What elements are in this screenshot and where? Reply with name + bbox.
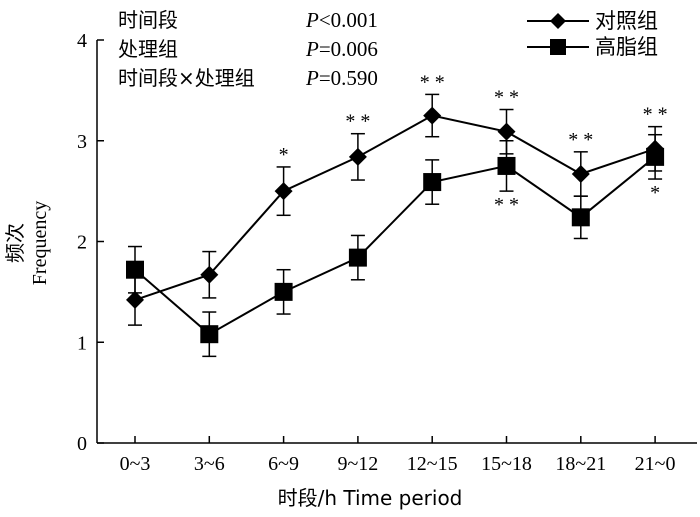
data-point-diamond bbox=[274, 182, 293, 201]
significance-markers: * * * * * * * * * * * * * * bbox=[279, 71, 668, 216]
data-point-square bbox=[646, 147, 665, 166]
data-point-diamond bbox=[497, 122, 516, 141]
y-axis-ticks: 0 1 2 3 4 bbox=[77, 30, 104, 455]
stat-label: 时间段×处理组 bbox=[118, 66, 255, 90]
series-line bbox=[134, 114, 656, 301]
x-tick-label: 9~12 bbox=[337, 453, 378, 475]
data-point-square bbox=[348, 248, 367, 267]
stat-p-value: P<0.001 bbox=[305, 8, 378, 32]
series-line bbox=[134, 156, 656, 336]
y-tick-label: 2 bbox=[77, 232, 87, 254]
legend-label: 对照组 bbox=[595, 9, 658, 33]
stat-p-value: P=0.590 bbox=[305, 66, 378, 90]
diamond-marker-icon bbox=[550, 13, 566, 29]
y-axis-label-english: Frequency bbox=[29, 201, 51, 285]
x-tick-label: 0~3 bbox=[120, 453, 151, 475]
stat-row-interaction: 时间段×处理组 P=0.590 bbox=[118, 66, 378, 90]
x-tick-label: 6~9 bbox=[268, 453, 299, 475]
data-point-diamond bbox=[348, 147, 367, 166]
stat-p-value: P=0.006 bbox=[305, 37, 378, 61]
significance-marker-control: * * bbox=[494, 87, 519, 109]
significance-marker-control: * bbox=[279, 144, 289, 166]
y-axis-label-chinese: 频次 bbox=[3, 223, 27, 263]
significance-marker-control: * * bbox=[420, 71, 445, 93]
x-axis-label: 时段/h Time period bbox=[278, 486, 463, 510]
legend-item-control: 对照组 bbox=[527, 9, 658, 33]
x-tick-label: 21~0 bbox=[635, 453, 676, 475]
statistics-annotations: 时间段 P<0.001 处理组 P=0.006 时间段×处理组 P=0.590 bbox=[118, 8, 378, 90]
x-tick-label: 18~21 bbox=[555, 453, 606, 475]
square-marker-icon bbox=[550, 39, 566, 55]
axes bbox=[96, 40, 697, 444]
y-tick-label: 0 bbox=[77, 433, 87, 455]
data-point-square bbox=[497, 156, 516, 175]
legend: 对照组 高脂组 bbox=[527, 9, 658, 59]
y-tick-label: 4 bbox=[77, 30, 87, 52]
data-point-square bbox=[571, 208, 590, 227]
significance-marker-control: * * bbox=[345, 111, 370, 133]
data-point-diamond bbox=[423, 106, 442, 125]
x-tick-label: 15~18 bbox=[481, 453, 532, 475]
data-point-square bbox=[126, 260, 144, 279]
significance-marker-highfat: * * bbox=[494, 194, 519, 216]
stat-row-time: 时间段 P<0.001 bbox=[118, 8, 378, 32]
series-layer bbox=[126, 93, 665, 358]
data-point-square bbox=[274, 282, 293, 301]
x-tick-label: 3~6 bbox=[194, 453, 225, 475]
significance-marker-control: * * bbox=[568, 129, 593, 151]
stat-label: 处理组 bbox=[118, 37, 178, 61]
data-point-diamond bbox=[126, 290, 144, 309]
stat-row-treatment: 处理组 P=0.006 bbox=[118, 37, 378, 61]
legend-item-highfat: 高脂组 bbox=[527, 35, 658, 59]
data-point-diamond bbox=[200, 265, 219, 284]
stat-label: 时间段 bbox=[118, 8, 178, 32]
data-point-diamond bbox=[571, 164, 590, 183]
legend-label: 高脂组 bbox=[595, 35, 658, 59]
series-highfat bbox=[126, 133, 665, 358]
y-tick-label: 3 bbox=[77, 131, 87, 153]
x-tick-label: 12~15 bbox=[407, 453, 458, 475]
data-point-square bbox=[423, 173, 442, 192]
y-tick-label: 1 bbox=[77, 332, 87, 354]
significance-marker-control: * * bbox=[643, 104, 668, 126]
data-point-square bbox=[200, 325, 219, 344]
x-axis-ticks: 0~3 3~6 6~9 9~12 12~15 15~18 18~21 21~0 bbox=[120, 436, 676, 475]
significance-marker-highfat: * bbox=[650, 182, 660, 204]
